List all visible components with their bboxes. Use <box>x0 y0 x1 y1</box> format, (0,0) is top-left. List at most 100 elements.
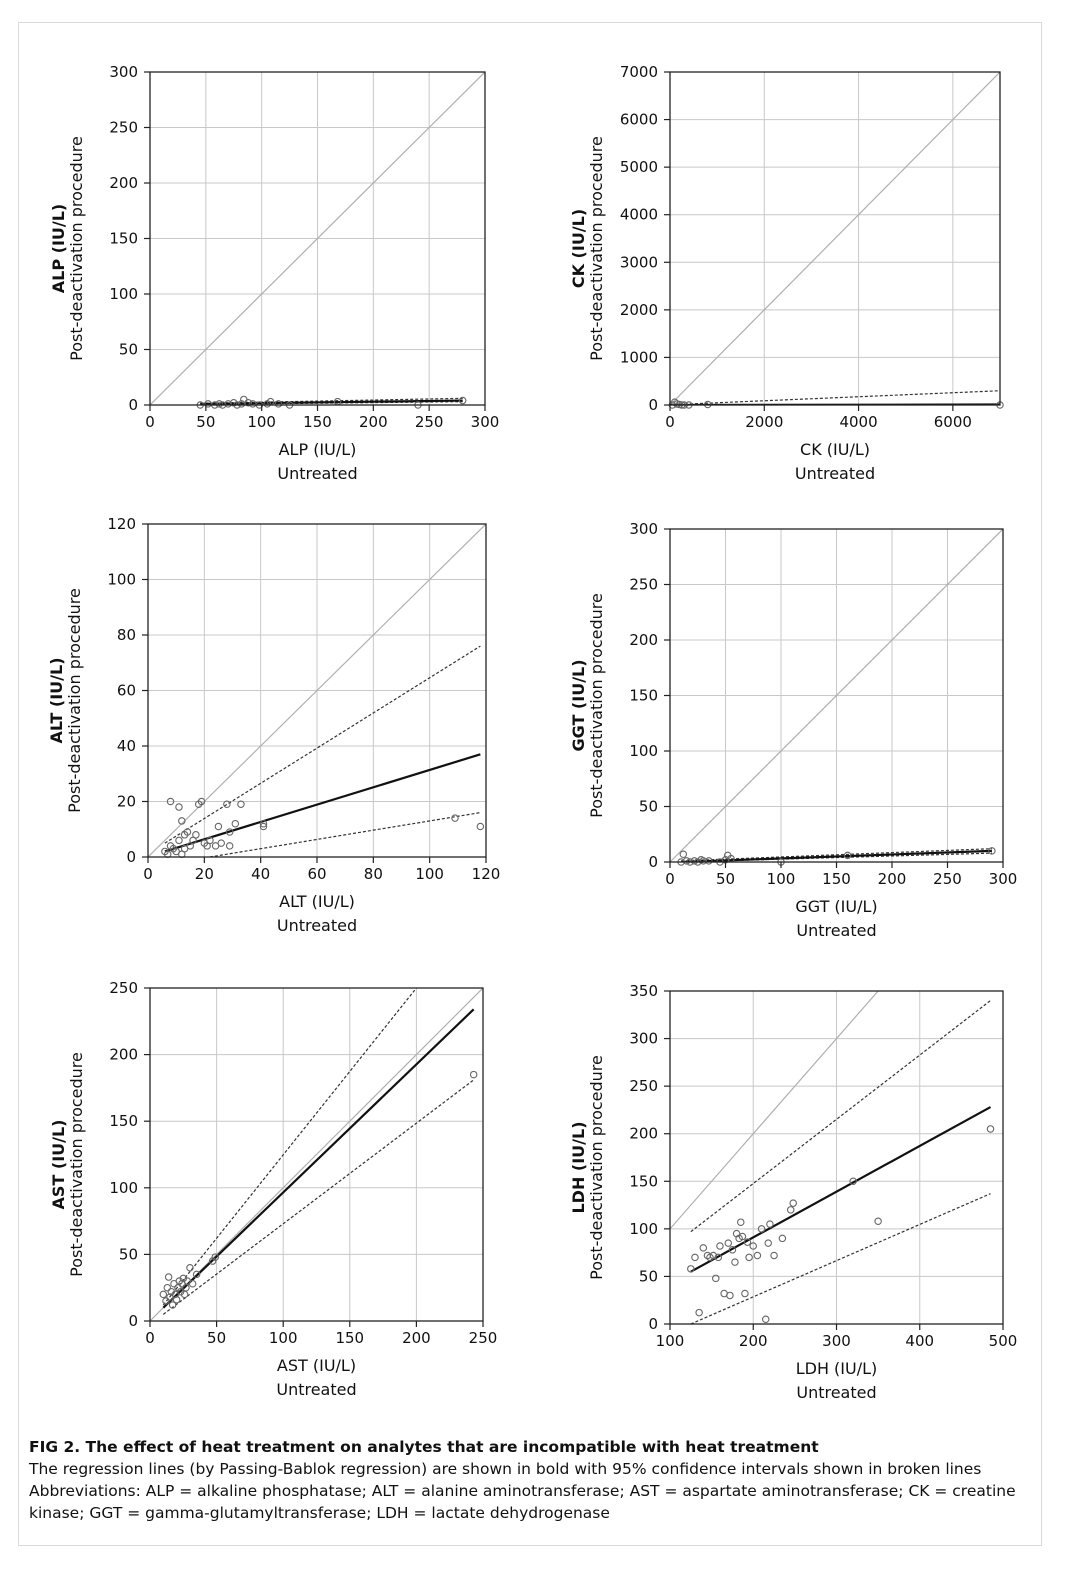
data-point <box>778 1234 787 1243</box>
ticks-ldh: 100 200 300 400 500 0 50 100 150 200 250 300 350 <box>629 982 1017 1350</box>
data-point <box>986 1125 995 1133</box>
data-point <box>206 836 214 845</box>
x-tick-label: 300 <box>989 870 1018 888</box>
chart-ggt: 0 50 100 150 200 250 300 0 50 100 150 200 250 300 GGT … <box>569 520 1017 940</box>
x-tick-label: 150 <box>822 870 851 888</box>
y-tick-label: 0 <box>648 853 658 871</box>
data-point <box>458 396 467 405</box>
y-axis-sublabel: Post-deactivation procedure <box>587 1055 606 1280</box>
x-tick-label: 100 <box>415 865 444 883</box>
data-point <box>192 831 200 839</box>
plot-area <box>669 71 1001 406</box>
data-point <box>274 400 283 408</box>
caption-line-3: kinase; GGT = gamma-glutamyltransferase;… <box>29 1504 610 1522</box>
ci-upper-line <box>164 645 481 844</box>
x-tick-label: 0 <box>143 865 153 883</box>
data-point <box>843 851 852 860</box>
x-axis-label: CK (IU/L) <box>800 440 870 459</box>
y-axis-sublabel: Post-deactivation procedure <box>587 593 606 818</box>
data-point <box>737 1218 745 1226</box>
identity-line <box>150 72 485 405</box>
data-point <box>728 1246 737 1254</box>
data-point <box>476 822 485 831</box>
data-point <box>172 1295 181 1304</box>
y-tick-label: 200 <box>629 1125 658 1143</box>
data-point <box>178 817 186 825</box>
x-tick-label: 0 <box>145 413 155 431</box>
data-point <box>766 1220 774 1228</box>
ticks-ggt: 0 50 100 150 200 250 300 0 50 100 150 200 250 300 <box>629 520 1017 888</box>
regression-line <box>681 849 992 862</box>
data-point <box>738 1232 747 1241</box>
y-tick-label: 300 <box>629 1030 658 1048</box>
plot-area <box>149 987 484 1322</box>
data-point <box>164 1273 173 1281</box>
x-tick-label: 400 <box>905 1332 934 1350</box>
identity-line <box>670 991 879 1230</box>
y-tick-label: 120 <box>107 515 136 533</box>
x-tick-label: 300 <box>471 413 500 431</box>
y-tick-label: 250 <box>629 1077 658 1095</box>
ci-upper-line <box>681 848 992 862</box>
y-tick-label: 50 <box>639 1267 658 1285</box>
data-point <box>709 1251 718 1260</box>
ticks-alp: 0 50 100 150 200 250 300 0 50 100 150 200 250 300 <box>109 63 499 431</box>
data-point <box>211 1253 220 1261</box>
ci-lower-line <box>690 1193 991 1324</box>
data-point <box>214 822 223 831</box>
x-tick-label: 80 <box>364 865 383 883</box>
y-axis-label: ALT (IU/L) <box>47 657 66 743</box>
y-tick-label: 350 <box>629 982 658 1000</box>
data-point <box>731 1258 739 1266</box>
y-tick-label: 6000 <box>620 111 658 129</box>
data-point <box>726 1291 734 1300</box>
y-tick-label: 50 <box>119 1245 138 1263</box>
y-tick-label: 150 <box>109 1112 138 1130</box>
y-tick-label: 150 <box>109 230 138 248</box>
chart-alp: 0 50 100 150 200 250 300 0 50 100 150 200 250 300 ALP … <box>49 63 499 483</box>
grid-alp <box>149 71 486 406</box>
y-axis-sublabel: Post-deactivation procedure <box>67 1052 86 1277</box>
y-tick-label: 50 <box>119 341 138 359</box>
x-tick-label: 150 <box>335 1329 364 1347</box>
y-tick-label: 0 <box>648 1315 658 1333</box>
data-point <box>757 1225 766 1233</box>
data-point <box>166 797 175 806</box>
x-tick-label: 300 <box>822 1332 851 1350</box>
data-point <box>714 1253 723 1262</box>
x-tick-label: 6000 <box>934 413 972 431</box>
x-axis-sublabel: Untreated <box>796 1383 876 1402</box>
identity-line <box>670 529 1003 862</box>
x-tick-label: 200 <box>739 1332 768 1350</box>
x-tick-label: 250 <box>933 870 962 888</box>
points-alt <box>161 797 485 858</box>
regression-line <box>164 753 481 853</box>
data-point <box>159 1290 168 1299</box>
y-tick-label: 2000 <box>620 301 658 319</box>
regression-line <box>200 399 463 405</box>
y-tick-label: 3000 <box>620 253 658 271</box>
data-point <box>225 842 234 850</box>
data-point <box>761 1315 770 1323</box>
x-tick-label: 100 <box>247 413 276 431</box>
y-tick-label: 80 <box>117 626 136 644</box>
data-point <box>724 1239 733 1247</box>
data-point <box>259 822 268 831</box>
data-point <box>699 857 708 865</box>
data-point <box>162 1297 170 1305</box>
y-tick-label: 300 <box>629 520 658 538</box>
y-tick-label: 200 <box>109 174 138 192</box>
data-point <box>188 1279 197 1288</box>
x-tick-label: 200 <box>359 413 388 431</box>
y-tick-label: 100 <box>629 742 658 760</box>
x-tick-label: 200 <box>402 1329 431 1347</box>
x-tick-label: 4000 <box>839 413 877 431</box>
data-point <box>197 797 206 806</box>
x-tick-label: 250 <box>415 413 444 431</box>
data-point <box>215 400 223 408</box>
ci-upper-line <box>162 988 417 1306</box>
data-point <box>749 1242 758 1250</box>
y-tick-label: 4000 <box>620 206 658 224</box>
y-tick-label: 150 <box>629 1172 658 1190</box>
x-tick-label: 2000 <box>745 413 783 431</box>
